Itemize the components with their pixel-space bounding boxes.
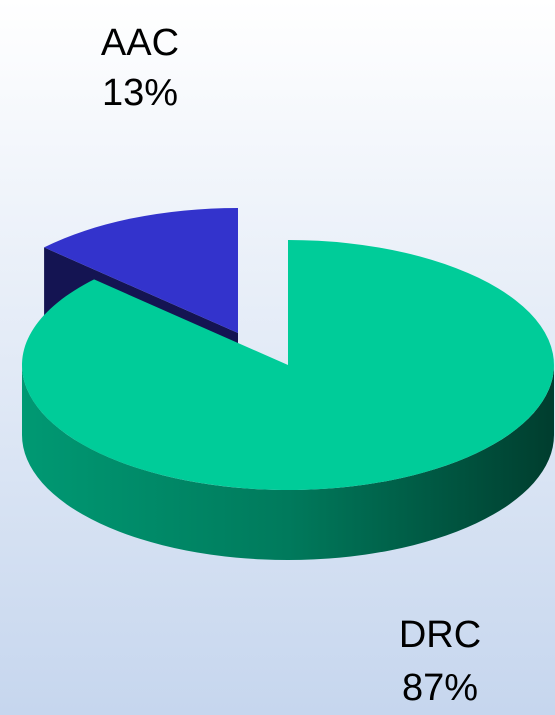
value-label: 87% xyxy=(402,667,478,709)
slice xyxy=(21,240,554,560)
slice-side xyxy=(22,365,554,560)
category-label: AAC xyxy=(101,22,179,64)
slice-top xyxy=(44,208,239,333)
slice-top xyxy=(21,240,554,491)
value-label: 13% xyxy=(102,72,178,114)
category-label: DRC xyxy=(399,614,481,656)
